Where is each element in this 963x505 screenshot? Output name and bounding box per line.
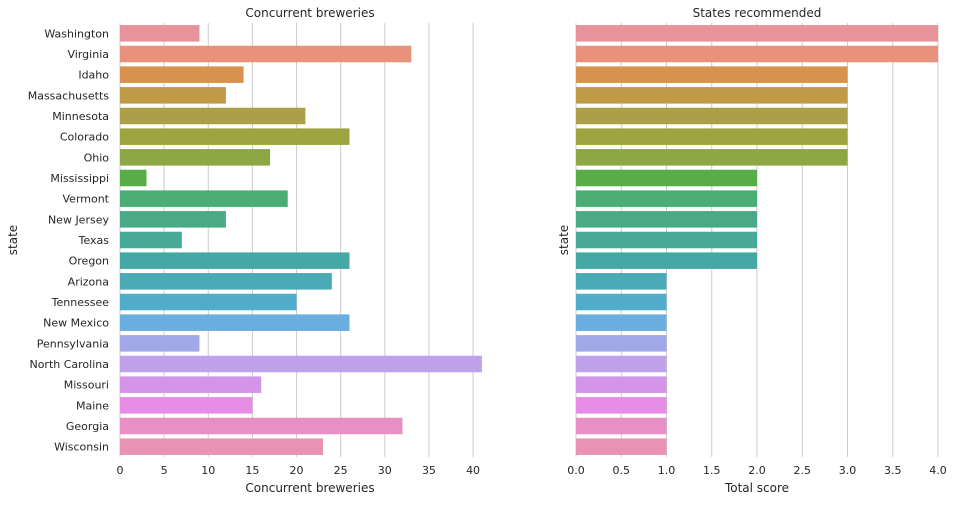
category-label: Ohio [84,151,110,164]
bar [120,355,482,373]
bar [120,438,324,455]
bar [576,438,667,455]
bar [576,107,848,125]
x-tick-label: 0 [117,464,124,477]
y-axis-label: state [6,225,20,255]
category-label: New Mexico [43,317,109,330]
x-axis-label: Concurrent breweries [245,481,374,495]
x-tick-label: 4.0 [929,464,947,477]
panel-concurrent-breweries: 0 5 10 15 20 25 30 35 40 Washington Virginia Idaho M… [6,6,482,495]
category-label: Wisconsin [54,441,109,454]
bar [576,211,757,228]
x-tick-label: 40 [466,464,480,477]
x-tick-label: 1.0 [658,464,676,477]
category-label: Maine [76,399,109,412]
x-tick-label: 25 [334,464,348,477]
category-label: Texas [78,234,110,247]
bar [120,273,332,290]
x-tick-label: 2.0 [748,464,766,477]
category-label: Virginia [68,48,109,61]
x-tick-label: 0.0 [567,464,585,477]
category-label: Arizona [68,275,109,288]
x-tick-label: 2.5 [794,464,812,477]
bar [576,252,757,269]
category-label: New Jersey [48,213,110,226]
bar [120,211,226,228]
x-tick-label: 10 [201,464,215,477]
category-label: Pennsylvania [37,337,109,350]
bar [576,355,667,373]
category-label: Washington [44,27,109,40]
bar [576,169,757,187]
category-label: Minnesota [52,110,109,123]
category-label: North Carolina [29,358,109,371]
chart-title: States recommended [693,6,822,20]
bar [576,87,848,104]
category-label: Idaho [78,69,109,82]
category-label: Colorado [60,131,109,144]
bar [576,45,938,63]
x-tick-label: 3.0 [839,464,857,477]
bar [576,190,757,207]
x-tick-label: 20 [290,464,304,477]
chart-title: Concurrent breweries [245,6,374,20]
x-tick-label: 5 [161,464,168,477]
bar [576,273,667,290]
bar [576,293,667,311]
x-tick-label: 1.5 [703,464,721,477]
x-tick-label: 35 [422,464,436,477]
bar [120,169,147,187]
panel-states-recommended: 0.0 0.5 1.0 1.5 2.0 2.5 3.0 3.5 4.0 States recomm… [557,6,947,495]
bar [120,45,412,63]
category-label: Tennessee [51,296,110,309]
y-axis-label: state [557,225,571,255]
category-label: Georgia [66,420,109,433]
bar [576,128,848,145]
x-tick-label: 15 [245,464,259,477]
bar [120,417,403,435]
bar [576,376,667,393]
bar [120,376,262,393]
x-tick-label: 3.5 [884,464,902,477]
bar [120,314,350,331]
category-label: Mississippi [50,172,109,185]
x-tick-label: 0.5 [613,464,631,477]
bar [576,231,757,249]
bar [120,231,182,249]
bar [120,66,244,83]
x-tick-label: 30 [378,464,392,477]
category-label: Missouri [64,379,109,392]
bar [120,149,271,166]
bar [576,25,938,42]
category-label: Oregon [69,255,109,268]
bar [576,417,667,435]
bar [120,293,297,311]
x-axis-label: Total score [724,481,789,495]
bar [576,149,848,166]
category-label: Massachusetts [28,89,110,102]
bar [576,314,667,331]
bar [120,397,253,414]
bar [120,252,350,269]
bar [120,25,200,42]
bar [120,128,350,145]
bar [120,190,288,207]
bar [576,335,667,352]
bar [120,87,226,104]
bar [576,397,667,414]
category-label: Vermont [63,193,110,206]
bar [576,66,848,83]
bar [120,107,306,125]
bar [120,335,200,352]
